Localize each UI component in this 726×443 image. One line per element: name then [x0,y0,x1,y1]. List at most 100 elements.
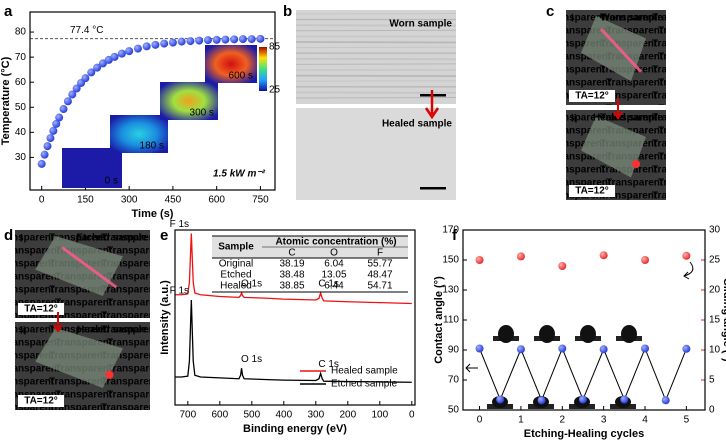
data-point [110,52,119,61]
x-tick-label: 1 [518,415,524,426]
background-text: Transparent [600,191,658,202]
axis-arrow [465,363,478,373]
data-point [247,35,256,44]
x-tick-label: 0 [477,415,483,426]
x-tick-label: 0 [409,410,415,421]
background-text: Transparent [107,246,165,257]
y2-tick-label: 30 [709,225,721,236]
data-point [661,396,670,405]
background-text: Transparent [652,139,710,150]
wear-scratch [295,80,457,82]
tilt-label: TA=12° [575,91,609,102]
data-point [475,344,484,353]
y-tick-label: 30 [15,152,27,163]
scratch [61,246,118,289]
data-point [160,39,169,48]
droplet [498,325,514,343]
photo-label: i [571,14,574,25]
thermal-inset [205,45,257,83]
data-point [168,38,177,47]
annotation: 1.5 kW m⁻² [213,169,266,180]
panel-label: f [452,227,458,244]
wear-scratch [295,63,457,65]
x-axis-label: Binding energy (eV) [243,423,347,435]
scale-bar [420,187,446,190]
background-text: Transparent [652,91,710,102]
background-text: Transparent [101,285,159,296]
x-tick-label: 150 [77,195,94,206]
wear-scratch [295,13,457,15]
table-cell: 38.19 [279,259,304,270]
background-text: Transparent [548,165,606,176]
background-text: Transparent [3,338,61,349]
data-point [516,345,525,354]
plot-frame [29,11,276,191]
data-point [256,34,265,43]
tilt-label: TA=12° [575,186,609,197]
peak-label: O 1s [241,354,262,365]
photo-label: ii [571,114,577,125]
x-tick-label: 400 [275,410,292,421]
background-text: Transparent [606,26,664,37]
background-text: Transparent [49,403,107,414]
background-text: Transparent [107,338,165,349]
background-text: Transparent [101,233,159,244]
tilt-label: TA=12° [24,304,58,315]
background-text: Transparent [658,104,716,115]
sample-label: Healed sample [77,325,147,336]
background-text: Transparent [652,65,710,76]
x-tick-label: 300 [121,195,138,206]
y2-tick-label: 15 [709,315,721,326]
y-tick-label: 110 [443,315,459,326]
background-text: Transparent [101,325,159,336]
data-point [81,74,90,83]
background-text: Transparent [548,65,606,76]
scratch [599,27,643,73]
background-text: Transparent [606,126,664,137]
wear-scratch [295,24,457,27]
background-text: Transparent [652,191,710,202]
legend-label: Healed sample [331,366,398,377]
data-point [599,251,608,260]
y-tick-label: 50 [448,405,460,416]
glass-slab [581,116,646,178]
data-point [558,262,567,270]
thermal-inset [62,148,122,188]
wear-scratch [295,29,457,32]
background-text: Transparent [49,285,107,296]
table-subheader: C [288,248,295,259]
background-text: Transparent [554,104,612,115]
y-tick-label: 60 [15,77,27,88]
x-tick-label: 200 [339,410,356,421]
y-tick-label: 170 [442,225,459,236]
data-point [537,396,546,405]
plot-frame [174,229,416,406]
data-point [93,63,102,72]
background-text: Transparent [0,233,55,244]
background-text: Transparent [658,52,716,63]
photo: TransparentTransparentTransparentTranspa… [548,10,716,115]
x-tick-label: 2 [560,415,566,426]
background-text: Transparent [600,91,658,102]
y2-tick-label: 0 [709,405,715,416]
background-text: Transparent [107,298,165,309]
x-tick-label: 4 [642,415,648,426]
sample-label: Worn sample [389,19,452,30]
background-text: Transparent [3,364,61,375]
data-point [43,142,52,151]
background-text: Transparent [600,113,658,124]
x-tick-label: 600 [208,195,225,206]
data-point [117,49,126,58]
wear-scratch [295,41,457,44]
table-cell: 6.04 [324,259,344,270]
data-point [682,251,691,260]
peak-label: F 1s [170,219,189,230]
background-text: Transparent [0,285,55,296]
background-text: Transparent [3,246,61,257]
background-text: Transparent [658,126,716,137]
background-text: Transparent [652,39,710,50]
photo-label: i [20,234,23,245]
background-text: Transparent [606,178,664,189]
data-point [221,35,230,44]
table-header: Sample [218,242,254,253]
